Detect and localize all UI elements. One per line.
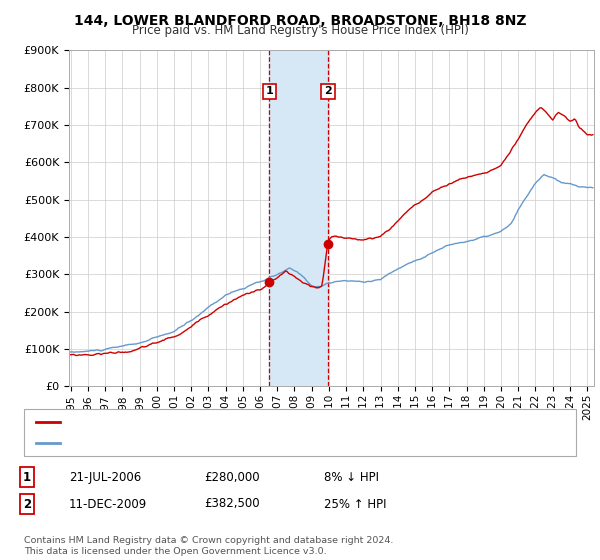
Text: 144, LOWER BLANDFORD ROAD, BROADSTONE, BH18 8NZ: 144, LOWER BLANDFORD ROAD, BROADSTONE, B… [74,14,526,28]
Text: 11-DEC-2009: 11-DEC-2009 [69,497,147,511]
Text: 144, LOWER BLANDFORD ROAD, BROADSTONE, BH18 8NZ (detached house): 144, LOWER BLANDFORD ROAD, BROADSTONE, B… [66,417,466,427]
Text: 21-JUL-2006: 21-JUL-2006 [69,470,141,484]
Text: 8% ↓ HPI: 8% ↓ HPI [324,470,379,484]
Text: 2: 2 [324,86,332,96]
Bar [269,50,328,386]
Text: £382,500: £382,500 [204,497,260,511]
Text: 25% ↑ HPI: 25% ↑ HPI [324,497,386,511]
Text: 2: 2 [23,497,31,511]
Text: Price paid vs. HM Land Registry's House Price Index (HPI): Price paid vs. HM Land Registry's House … [131,24,469,36]
Text: HPI: Average price, detached house, Bournemouth Christchurch and Poole: HPI: Average price, detached house, Bour… [66,438,454,448]
Text: Contains HM Land Registry data © Crown copyright and database right 2024.
This d: Contains HM Land Registry data © Crown c… [24,536,394,556]
Text: 1: 1 [23,470,31,484]
Text: £280,000: £280,000 [204,470,260,484]
Text: 1: 1 [265,86,273,96]
